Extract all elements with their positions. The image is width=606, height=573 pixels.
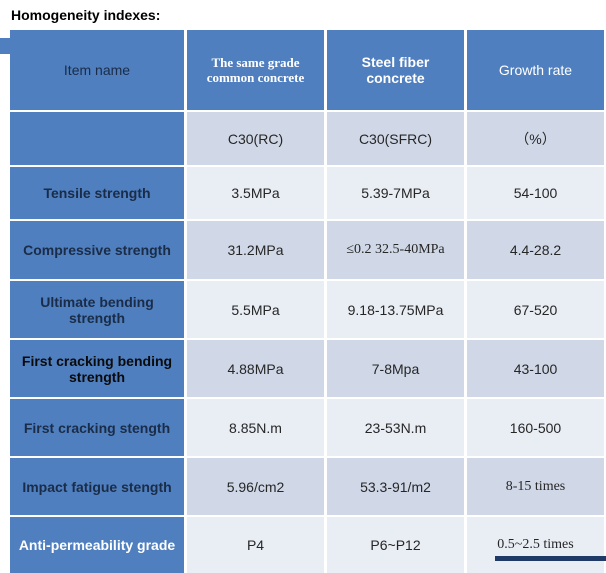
row-name-first-cracking-bending-strength: First cracking bending strength	[10, 340, 184, 397]
page-title: Homogeneity indexes:	[11, 7, 161, 23]
table-cell-common: 5.5MPa	[187, 281, 324, 338]
row-name-tensile-strength: Tensile strength	[10, 167, 184, 219]
header-steel-fiber-concrete: Steel fiber concrete	[327, 30, 464, 110]
table-cell-common: C30(RC)	[187, 112, 324, 165]
table-cell-steel-fiber: C30(SFRC)	[327, 112, 464, 165]
table-cell-growth: 160-500	[467, 399, 604, 456]
header-item-name: Item name	[10, 30, 184, 110]
table-cell-growth: 54-100	[467, 167, 604, 219]
table-cell-common: P4	[187, 517, 324, 573]
row-name-first-cracking-stength: First cracking stength	[10, 399, 184, 456]
row-name-compressive-strength: Compressive strength	[10, 221, 184, 279]
header-growth-rate: Growth rate	[467, 30, 604, 110]
row-name-impact-fatigue-stength: Impact fatigue stength	[10, 458, 184, 515]
table-cell-common: 4.88MPa	[187, 340, 324, 397]
table-cell-growth: 67-520	[467, 281, 604, 338]
row-name-anti-permeability-grade: Anti-permeability grade	[10, 517, 184, 573]
table-cell-common: 8.85N.m	[187, 399, 324, 456]
table-cell-common: 3.5MPa	[187, 167, 324, 219]
row-name-cell	[10, 112, 184, 165]
table-cell-growth: （%）	[467, 112, 604, 165]
table-cell-common: 31.2MPa	[187, 221, 324, 279]
table-cell-steel-fiber: 5.39-7MPa	[327, 167, 464, 219]
table-cell-steel-fiber: 9.18-13.75MPa	[327, 281, 464, 338]
header-common-concrete: The same grade common concrete	[187, 30, 324, 110]
table-cell-growth: 4.4-28.2	[467, 221, 604, 279]
table-cell-growth: 43-100	[467, 340, 604, 397]
table-cell-steel-fiber: ≤0.2 32.5-40MPa	[327, 221, 464, 279]
table-cell-common: 5.96/cm2	[187, 458, 324, 515]
table-cell-steel-fiber: 7-8Mpa	[327, 340, 464, 397]
table-cell-growth: 0.5~2.5 times	[467, 517, 604, 573]
table-cell-steel-fiber: 23-53N.m	[327, 399, 464, 456]
left-edge-decoration	[0, 38, 10, 54]
table-cell-steel-fiber: P6~P12	[327, 517, 464, 573]
table-cell-steel-fiber: 53.3-91/m2	[327, 458, 464, 515]
table-cell-growth: 8-15 times	[467, 458, 604, 515]
row-name-ultimate-bending-strength: Ultimate bending strength	[10, 281, 184, 338]
homogeneity-table: Item name The same grade common concrete…	[10, 30, 604, 573]
footer-bar-decoration	[495, 556, 606, 561]
